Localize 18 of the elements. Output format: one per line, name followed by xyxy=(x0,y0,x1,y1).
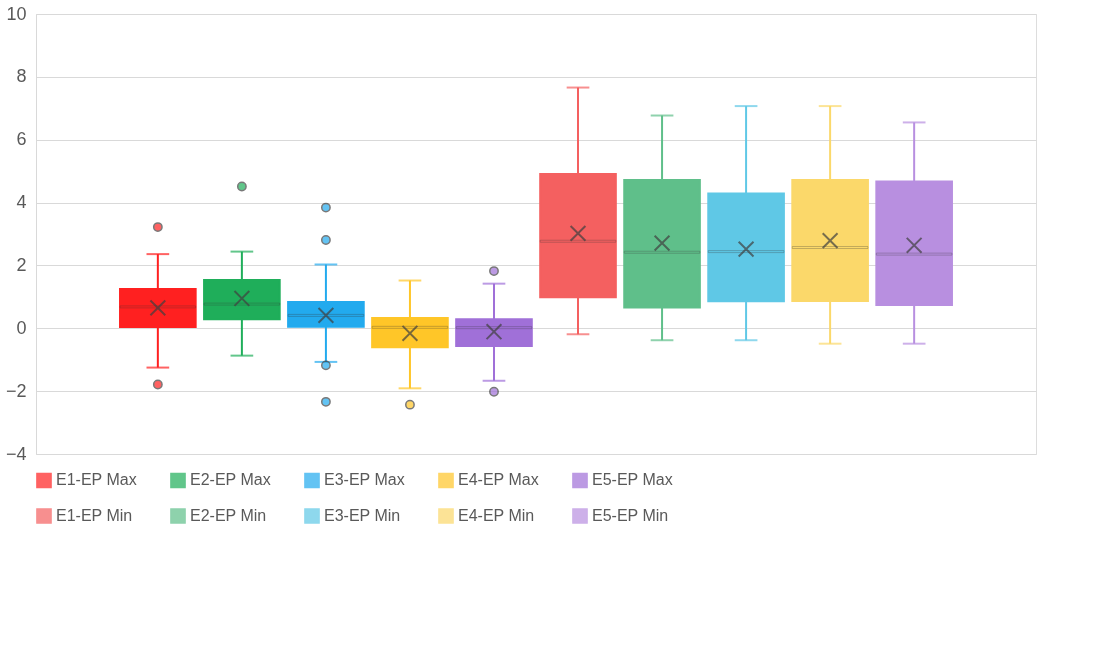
y-tick-label: 6 xyxy=(16,129,27,150)
y-tick-label: 8 xyxy=(16,66,27,87)
legend-label: E4-EP Max xyxy=(458,471,539,489)
legend-label: E3-EP Min xyxy=(324,507,401,524)
legend-label: E1-EP Max xyxy=(56,471,137,489)
legend-label: E5-EP Min xyxy=(592,507,669,524)
legend-label: E4-EP Min xyxy=(458,507,535,524)
legend-label: E5-EP Max xyxy=(592,471,673,489)
y-tick-label: −2 xyxy=(5,380,27,401)
y-tick-label: 0 xyxy=(16,317,27,338)
y-tick-label: 2 xyxy=(16,254,27,275)
legend-label: E2-EP Max xyxy=(190,471,271,489)
legend-label: E1-EP Min xyxy=(56,507,133,524)
y-tick-label: 4 xyxy=(16,192,27,213)
legend-label: E2-EP Min xyxy=(190,507,267,524)
y-tick-label: 10 xyxy=(6,3,27,24)
legend-label: E3-EP Max xyxy=(324,471,405,489)
y-tick-label: −4 xyxy=(5,443,27,464)
